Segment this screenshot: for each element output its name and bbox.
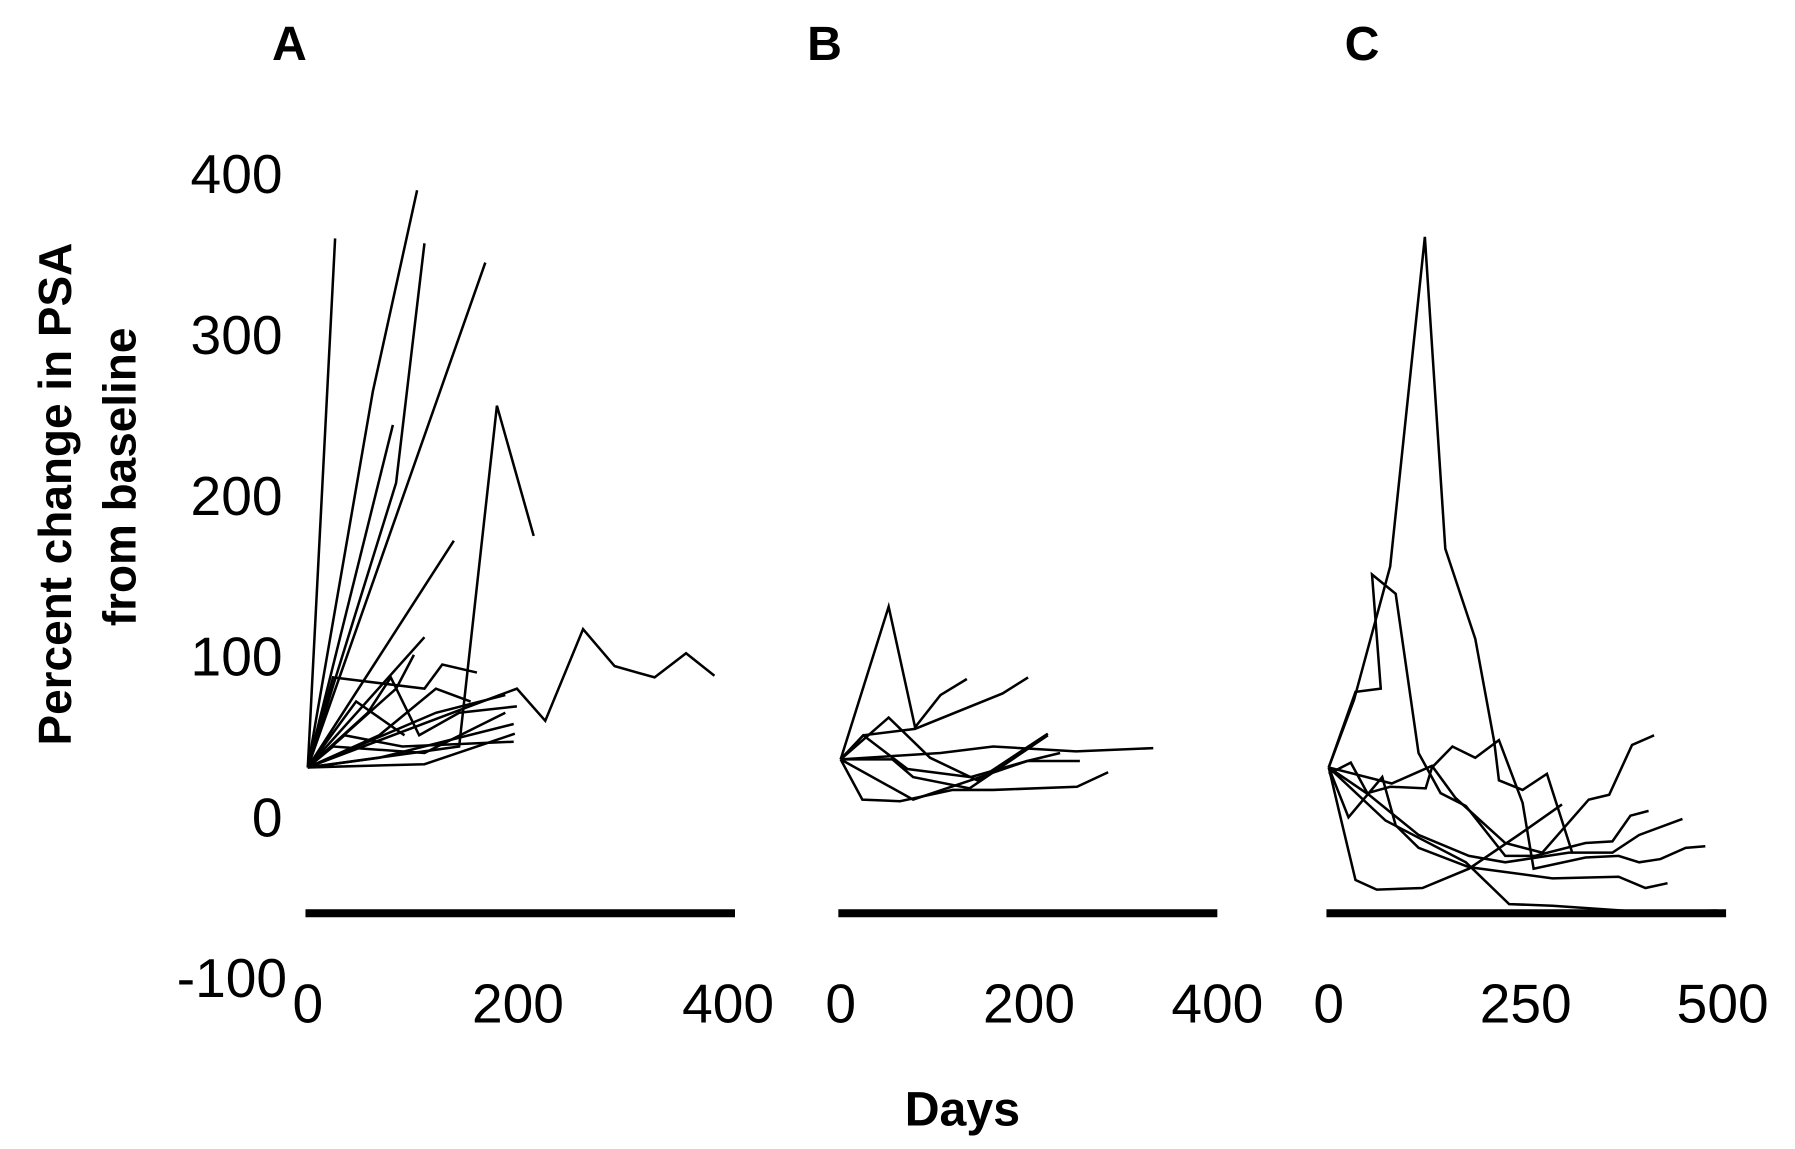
series-line-1 xyxy=(306,238,337,768)
x-tick-label: 400 xyxy=(682,972,774,1034)
series-line-4 xyxy=(839,715,1049,782)
x-axis-title: Days xyxy=(905,1083,1020,1137)
x-tick-label: 0 xyxy=(1313,972,1344,1034)
series-line-7 xyxy=(1328,734,1655,855)
series-line-3 xyxy=(306,243,426,768)
series-line-2 xyxy=(1327,571,1649,858)
series-line-6 xyxy=(840,758,1080,801)
y-tick-label: 400 xyxy=(191,143,283,205)
y-tick-label: 200 xyxy=(191,465,283,527)
series-line-4 xyxy=(1327,766,1668,890)
x-tick-label: 500 xyxy=(1677,972,1769,1034)
series-line-2 xyxy=(306,189,419,768)
series-line-19 xyxy=(306,711,506,769)
y-axis-title-line-2: from baseline xyxy=(94,328,146,627)
y-tick-labels: -100 0 100 200 300 400 xyxy=(177,143,287,1009)
series-line-8 xyxy=(840,734,1049,790)
series-line-10 xyxy=(306,663,478,768)
y-tick-label: 100 xyxy=(191,626,283,688)
y-axis-title: Percent change in PSA from baseline xyxy=(29,243,145,746)
series-line-4 xyxy=(306,262,487,768)
y-tick-label: 0 xyxy=(252,786,283,848)
panel-label: C xyxy=(1345,17,1380,71)
x-tick-label: 0 xyxy=(292,972,323,1034)
panel-b: B 0 200 400 xyxy=(807,17,1263,1034)
series-line-7 xyxy=(839,733,1061,779)
series-line-1 xyxy=(1327,236,1574,854)
series-line-17 xyxy=(306,699,406,769)
series-line-18 xyxy=(307,687,472,769)
x-tick-label: 250 xyxy=(1480,972,1572,1034)
panel-a: A 0 200 400 xyxy=(272,17,774,1034)
series-line-9 xyxy=(306,636,426,769)
series-line-5 xyxy=(1327,767,1563,891)
series-line-3 xyxy=(1328,738,1706,871)
panels: A 0 200 400 B 0 200 400 C 0 250 500 xyxy=(272,17,1769,1034)
series-line-5 xyxy=(306,424,395,768)
panel-label: B xyxy=(807,17,842,71)
x-tick-label: 200 xyxy=(983,972,1075,1034)
panel-label: A xyxy=(272,17,307,71)
series-line-6 xyxy=(306,540,455,769)
x-tick-label: 400 xyxy=(1171,972,1263,1034)
series-line-12 xyxy=(307,722,515,769)
series-line-3 xyxy=(840,745,1154,761)
y-tick-label: 300 xyxy=(191,304,283,366)
series-line-1 xyxy=(839,601,968,760)
series-line-5 xyxy=(839,758,1109,803)
y-tick-label: -100 xyxy=(177,947,287,1009)
x-tick-label: 0 xyxy=(825,972,856,1034)
panel-c: C 0 250 500 xyxy=(1313,17,1768,1034)
x-tick-label: 200 xyxy=(472,972,564,1034)
series-line-8 xyxy=(1328,766,1683,864)
series-line-16 xyxy=(306,654,416,769)
y-axis-title-line-1: Percent change in PSA xyxy=(29,243,81,746)
